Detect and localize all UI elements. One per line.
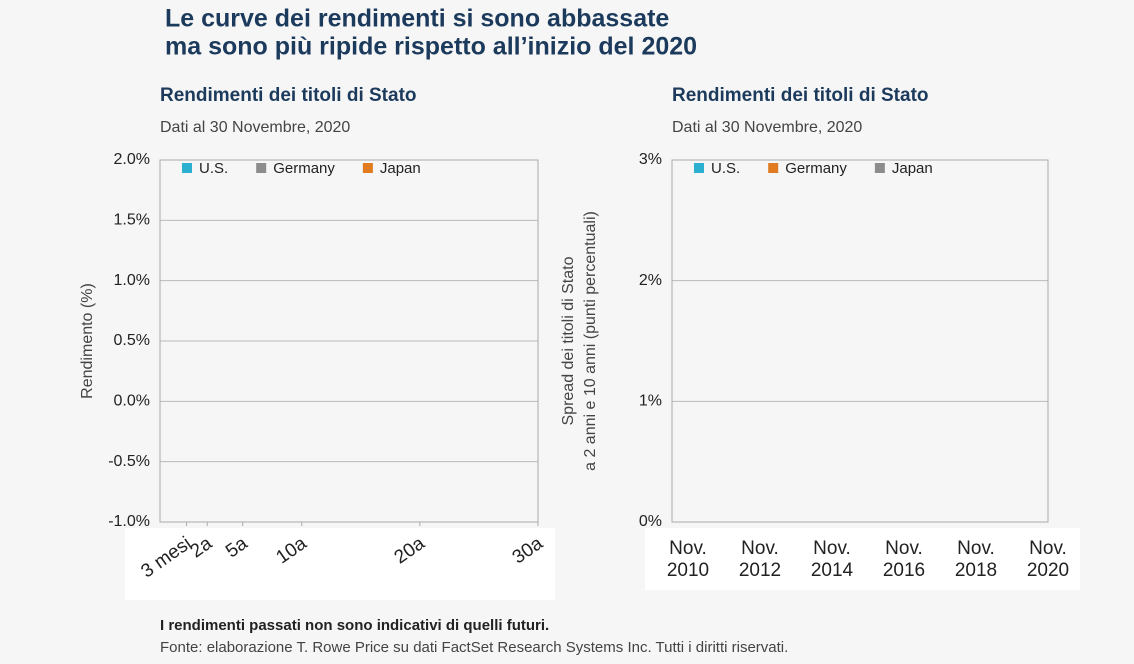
x-tick-label: Nov. 2020 (1026, 538, 1070, 581)
x-tick-label: Nov. 2010 (666, 538, 710, 581)
x-tick-label: Nov. 2014 (810, 538, 854, 581)
y-tick-label: 3% (639, 151, 662, 168)
legend-label: Germany (785, 160, 847, 177)
y-tick-label: 1.5% (114, 212, 150, 229)
y-tick-label: 1.0% (114, 272, 150, 289)
y-tick-label: 2.0% (114, 151, 150, 168)
legend-label: Japan (892, 160, 933, 177)
y-axis-label: Rendimento (%) (79, 283, 96, 399)
page-title: Le curve dei rendimenti si sono abbassat… (165, 5, 669, 33)
y-tick-label: 0.0% (114, 393, 150, 410)
y-tick-label: 0.5% (114, 332, 150, 349)
x-tick-label: Nov. 2012 (738, 538, 782, 581)
x-tick-label: Nov. 2018 (954, 538, 998, 581)
label-backdrop (645, 528, 1080, 590)
legend-label: U.S. (711, 160, 740, 177)
chart-title: Rendimenti dei titoli di Stato (160, 85, 417, 106)
legend-label: Germany (273, 160, 335, 177)
legend-label: Japan (380, 160, 421, 177)
y-axis-label: Spread dei titoli di Stato (560, 256, 577, 425)
chart-subtitle: Dati al 30 Novembre, 2020 (672, 119, 862, 136)
y-tick-label: -0.5% (108, 453, 150, 470)
page-title: ma sono più ripide rispetto all’inizio d… (165, 33, 697, 61)
x-tick-label: Nov. 2016 (882, 538, 926, 581)
legend-swatch (362, 163, 373, 173)
chart-title: Rendimenti dei titoli di Stato (672, 85, 929, 106)
plot-frame (671, 159, 1049, 523)
label-backdrop (125, 528, 555, 600)
y-axis-label: a 2 anni e 10 anni (punti percentuali) (582, 211, 599, 471)
footer-note: I rendimenti passati non sono indicativi… (160, 617, 549, 634)
y-tick-label: -1.0% (108, 513, 150, 530)
chart-subtitle: Dati al 30 Novembre, 2020 (160, 119, 350, 136)
legend-swatch (182, 163, 192, 173)
legend-swatch (768, 163, 779, 173)
y-tick-label: 1% (639, 393, 662, 410)
legend-swatch (874, 163, 885, 173)
y-tick-label: 0% (639, 513, 662, 530)
legend-swatch (256, 163, 267, 173)
y-tick-label: 2% (639, 272, 662, 289)
legend-label: U.S. (199, 160, 228, 177)
legend-swatch (694, 163, 704, 173)
plot-frame (159, 159, 539, 523)
footer-source: Fonte: elaborazione T. Rowe Price su dat… (160, 639, 788, 656)
